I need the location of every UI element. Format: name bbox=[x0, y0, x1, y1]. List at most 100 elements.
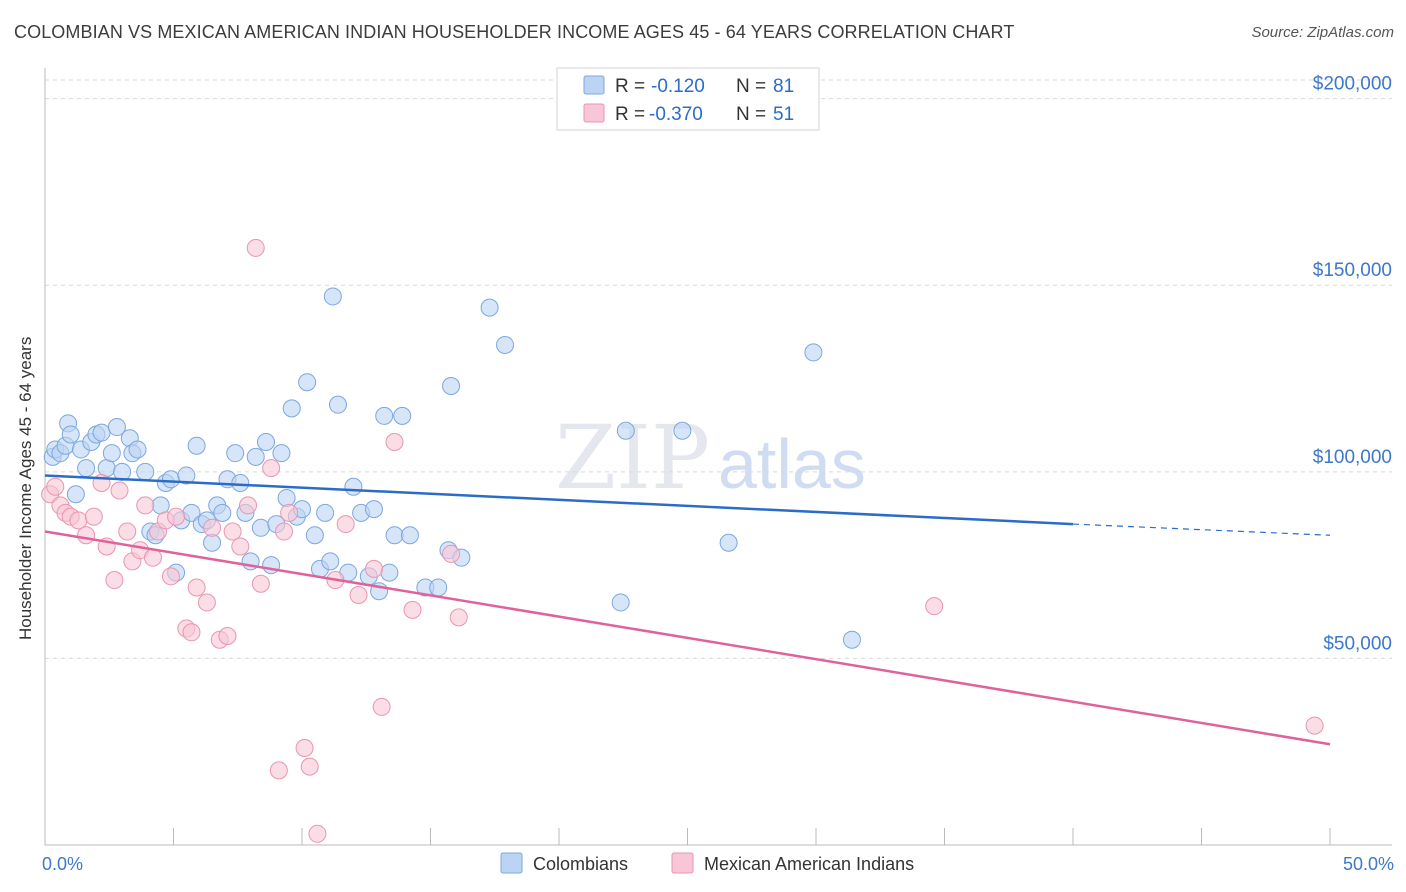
colombian-point bbox=[161, 470, 180, 489]
colombian-point bbox=[380, 563, 399, 582]
mexican-american-indian-point bbox=[262, 459, 281, 478]
colombian-point bbox=[400, 526, 419, 545]
mexican-american-indian-point bbox=[308, 824, 327, 843]
mexican-american-indian-point bbox=[300, 757, 319, 776]
source-credit: Source: ZipAtlas.com bbox=[1251, 24, 1394, 41]
mexican-american-indian-point bbox=[275, 522, 294, 541]
colombian-point bbox=[480, 298, 499, 317]
mexican-american-indian-point bbox=[136, 496, 155, 515]
mexican-american-indian-point bbox=[364, 559, 383, 578]
legend-r-value: -0.120 bbox=[651, 76, 705, 97]
colombian-point bbox=[804, 343, 823, 362]
mexican-american-indians-points bbox=[41, 238, 1324, 843]
colombian-point bbox=[77, 459, 96, 478]
colombian-point bbox=[136, 462, 155, 481]
mexican-american-indian-point bbox=[349, 585, 368, 604]
correlation-legend: R = -0.120 N = 81 R = -0.370 N = 51 bbox=[556, 67, 820, 131]
colombian-point bbox=[316, 503, 335, 522]
mexican-american-indian-point bbox=[372, 697, 391, 716]
colombian-point bbox=[611, 593, 630, 612]
colombian-point bbox=[673, 421, 692, 440]
legend-r-value: -0.370 bbox=[649, 104, 703, 125]
legend-swatch-pink bbox=[583, 103, 605, 123]
mexican-american-indian-point bbox=[925, 597, 944, 616]
legend-r-label: R = bbox=[615, 76, 645, 97]
mexican-american-indian-point bbox=[182, 623, 201, 642]
colombian-point bbox=[128, 440, 147, 459]
mexican-american-indian-point bbox=[84, 507, 103, 526]
mexican-american-indian-point bbox=[280, 503, 299, 522]
colombian-point bbox=[277, 488, 296, 507]
legend-n-value: 51 bbox=[773, 104, 794, 125]
series-legend-colombians: Colombians bbox=[533, 854, 628, 874]
colombian-point bbox=[102, 444, 121, 463]
mexican-american-indian-point bbox=[246, 238, 265, 257]
colombians-trendline bbox=[44, 474, 1074, 526]
mexican-american-indian-point bbox=[69, 511, 88, 530]
colombian-point bbox=[344, 477, 363, 496]
mexican-american-indian-point bbox=[46, 477, 65, 496]
colombian-point bbox=[496, 335, 515, 354]
mexican-american-indian-point bbox=[218, 627, 237, 646]
colombian-point bbox=[92, 423, 111, 442]
mexican-american-indian-point bbox=[105, 571, 124, 590]
colombian-point bbox=[177, 466, 196, 485]
y-tick-label: $100,000 bbox=[1313, 447, 1392, 468]
mexican-american-indian-point bbox=[1305, 716, 1324, 735]
colombian-point bbox=[375, 406, 394, 425]
series-legend-swatch-blue bbox=[500, 852, 523, 874]
colombian-point bbox=[66, 485, 85, 504]
y-tick-label: $150,000 bbox=[1313, 260, 1392, 281]
mexican-american-indian-point bbox=[143, 548, 162, 567]
axes: $50,000 $100,000 $150,000 $200,000 0.0% 50.0% bbox=[42, 68, 1394, 874]
colombian-point bbox=[231, 474, 250, 493]
colombian-point bbox=[61, 425, 80, 444]
mexican-american-indians-trendline bbox=[44, 530, 1331, 746]
colombian-point bbox=[616, 421, 635, 440]
mexican-american-indian-point bbox=[167, 507, 186, 526]
mexican-american-indian-point bbox=[336, 515, 355, 534]
colombian-point bbox=[305, 526, 324, 545]
colombian-point bbox=[107, 418, 126, 437]
legend-n-label: N = bbox=[736, 104, 766, 125]
colombian-point bbox=[246, 447, 265, 466]
colombian-point bbox=[364, 500, 383, 519]
colombian-point bbox=[442, 377, 461, 395]
mexican-american-indian-point bbox=[110, 481, 129, 500]
colombian-point bbox=[323, 287, 342, 306]
mexican-american-indian-point bbox=[239, 496, 258, 515]
colombian-point bbox=[257, 432, 276, 451]
series-legend-swatch-pink bbox=[671, 852, 694, 874]
colombian-point bbox=[151, 496, 170, 515]
colombian-point bbox=[385, 526, 404, 545]
watermark: ZIP atlas bbox=[555, 406, 866, 509]
legend-n-label: N = bbox=[736, 76, 766, 97]
colombian-point bbox=[282, 399, 301, 418]
mexican-american-indian-point bbox=[385, 432, 404, 451]
mexican-american-indian-point bbox=[295, 738, 314, 757]
gridlines bbox=[45, 79, 1392, 659]
mexican-american-indian-point bbox=[161, 567, 180, 586]
mexican-american-indian-point bbox=[251, 574, 270, 593]
colombian-point bbox=[272, 444, 291, 463]
mexican-american-indian-point bbox=[269, 761, 288, 780]
colombian-point bbox=[213, 503, 232, 522]
colombian-point bbox=[251, 518, 270, 537]
colombian-point bbox=[298, 373, 317, 392]
y-tick-label: $50,000 bbox=[1323, 633, 1392, 654]
mexican-american-indian-point bbox=[403, 600, 422, 619]
colombian-point bbox=[187, 436, 206, 455]
watermark-zip: ZIP bbox=[555, 406, 710, 509]
legend-n-value: 81 bbox=[773, 76, 794, 97]
series-legend: Colombians Mexican American Indians bbox=[500, 852, 914, 874]
mexican-american-indian-point bbox=[77, 526, 96, 545]
colombian-point bbox=[393, 406, 412, 425]
mexican-american-indian-point bbox=[449, 608, 468, 627]
mexican-american-indian-point bbox=[187, 578, 206, 597]
mexican-american-indian-point bbox=[231, 537, 250, 556]
colombian-point bbox=[719, 533, 738, 552]
mexican-american-indian-point bbox=[442, 544, 461, 563]
legend-r-label: R = bbox=[615, 104, 645, 125]
x-tick-label: 0.0% bbox=[42, 854, 83, 874]
